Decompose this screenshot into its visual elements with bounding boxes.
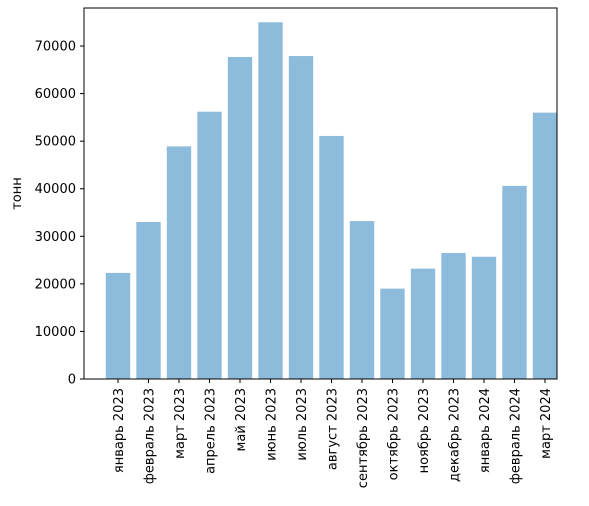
bar (166, 146, 192, 379)
bar (471, 256, 497, 379)
x-tick-label: февраль 2023 (143, 388, 158, 484)
y-tick-label: 60000 (35, 87, 76, 102)
bar (502, 185, 527, 379)
x-tick-label: январь 2024 (478, 388, 493, 473)
y-axis: 0 10000 20000 30000 40000 50000 60000 70000 (35, 40, 84, 388)
bar (105, 272, 131, 379)
bar (136, 222, 161, 379)
y-axis-title: тонн (10, 177, 25, 210)
x-tick-label: июнь 2023 (265, 388, 280, 461)
x-tick-label: февраль 2024 (509, 388, 524, 484)
y-tick-label: 70000 (35, 40, 76, 55)
bar (380, 288, 405, 379)
bar (410, 268, 436, 379)
x-tick-label: август 2023 (326, 388, 341, 470)
x-tick-label: январь 2023 (112, 388, 127, 473)
bar (288, 56, 314, 380)
y-tick-label: 40000 (35, 182, 76, 197)
bar (319, 135, 344, 379)
x-axis: январь 2023 февраль 2023 март 2023 апрель 2… (112, 379, 554, 488)
y-tick-label: 0 (68, 373, 76, 388)
bar (349, 221, 375, 379)
x-tick-label: сентябрь 2023 (356, 388, 371, 488)
x-tick-label: ноябрь 2023 (417, 388, 432, 473)
x-tick-label: май 2023 (234, 388, 249, 451)
x-tick-label: июль 2023 (295, 388, 310, 461)
x-tick-label: апрель 2023 (204, 388, 219, 474)
x-tick-label: март 2023 (173, 388, 188, 459)
y-tick-label: 30000 (35, 230, 76, 245)
y-tick-label: 50000 (35, 135, 76, 150)
bar (441, 252, 466, 379)
plot-frame (83, 7, 558, 380)
x-tick-label: декабрь 2023 (448, 388, 463, 482)
bar (258, 22, 283, 380)
x-tick-label: октябрь 2023 (387, 388, 402, 480)
bars-group (105, 22, 558, 380)
bar (532, 112, 558, 380)
y-tick-label: 20000 (35, 277, 76, 292)
bar (197, 111, 222, 379)
bar (227, 56, 253, 379)
y-tick-label: 10000 (35, 325, 76, 340)
x-tick-label: март 2024 (539, 388, 554, 459)
